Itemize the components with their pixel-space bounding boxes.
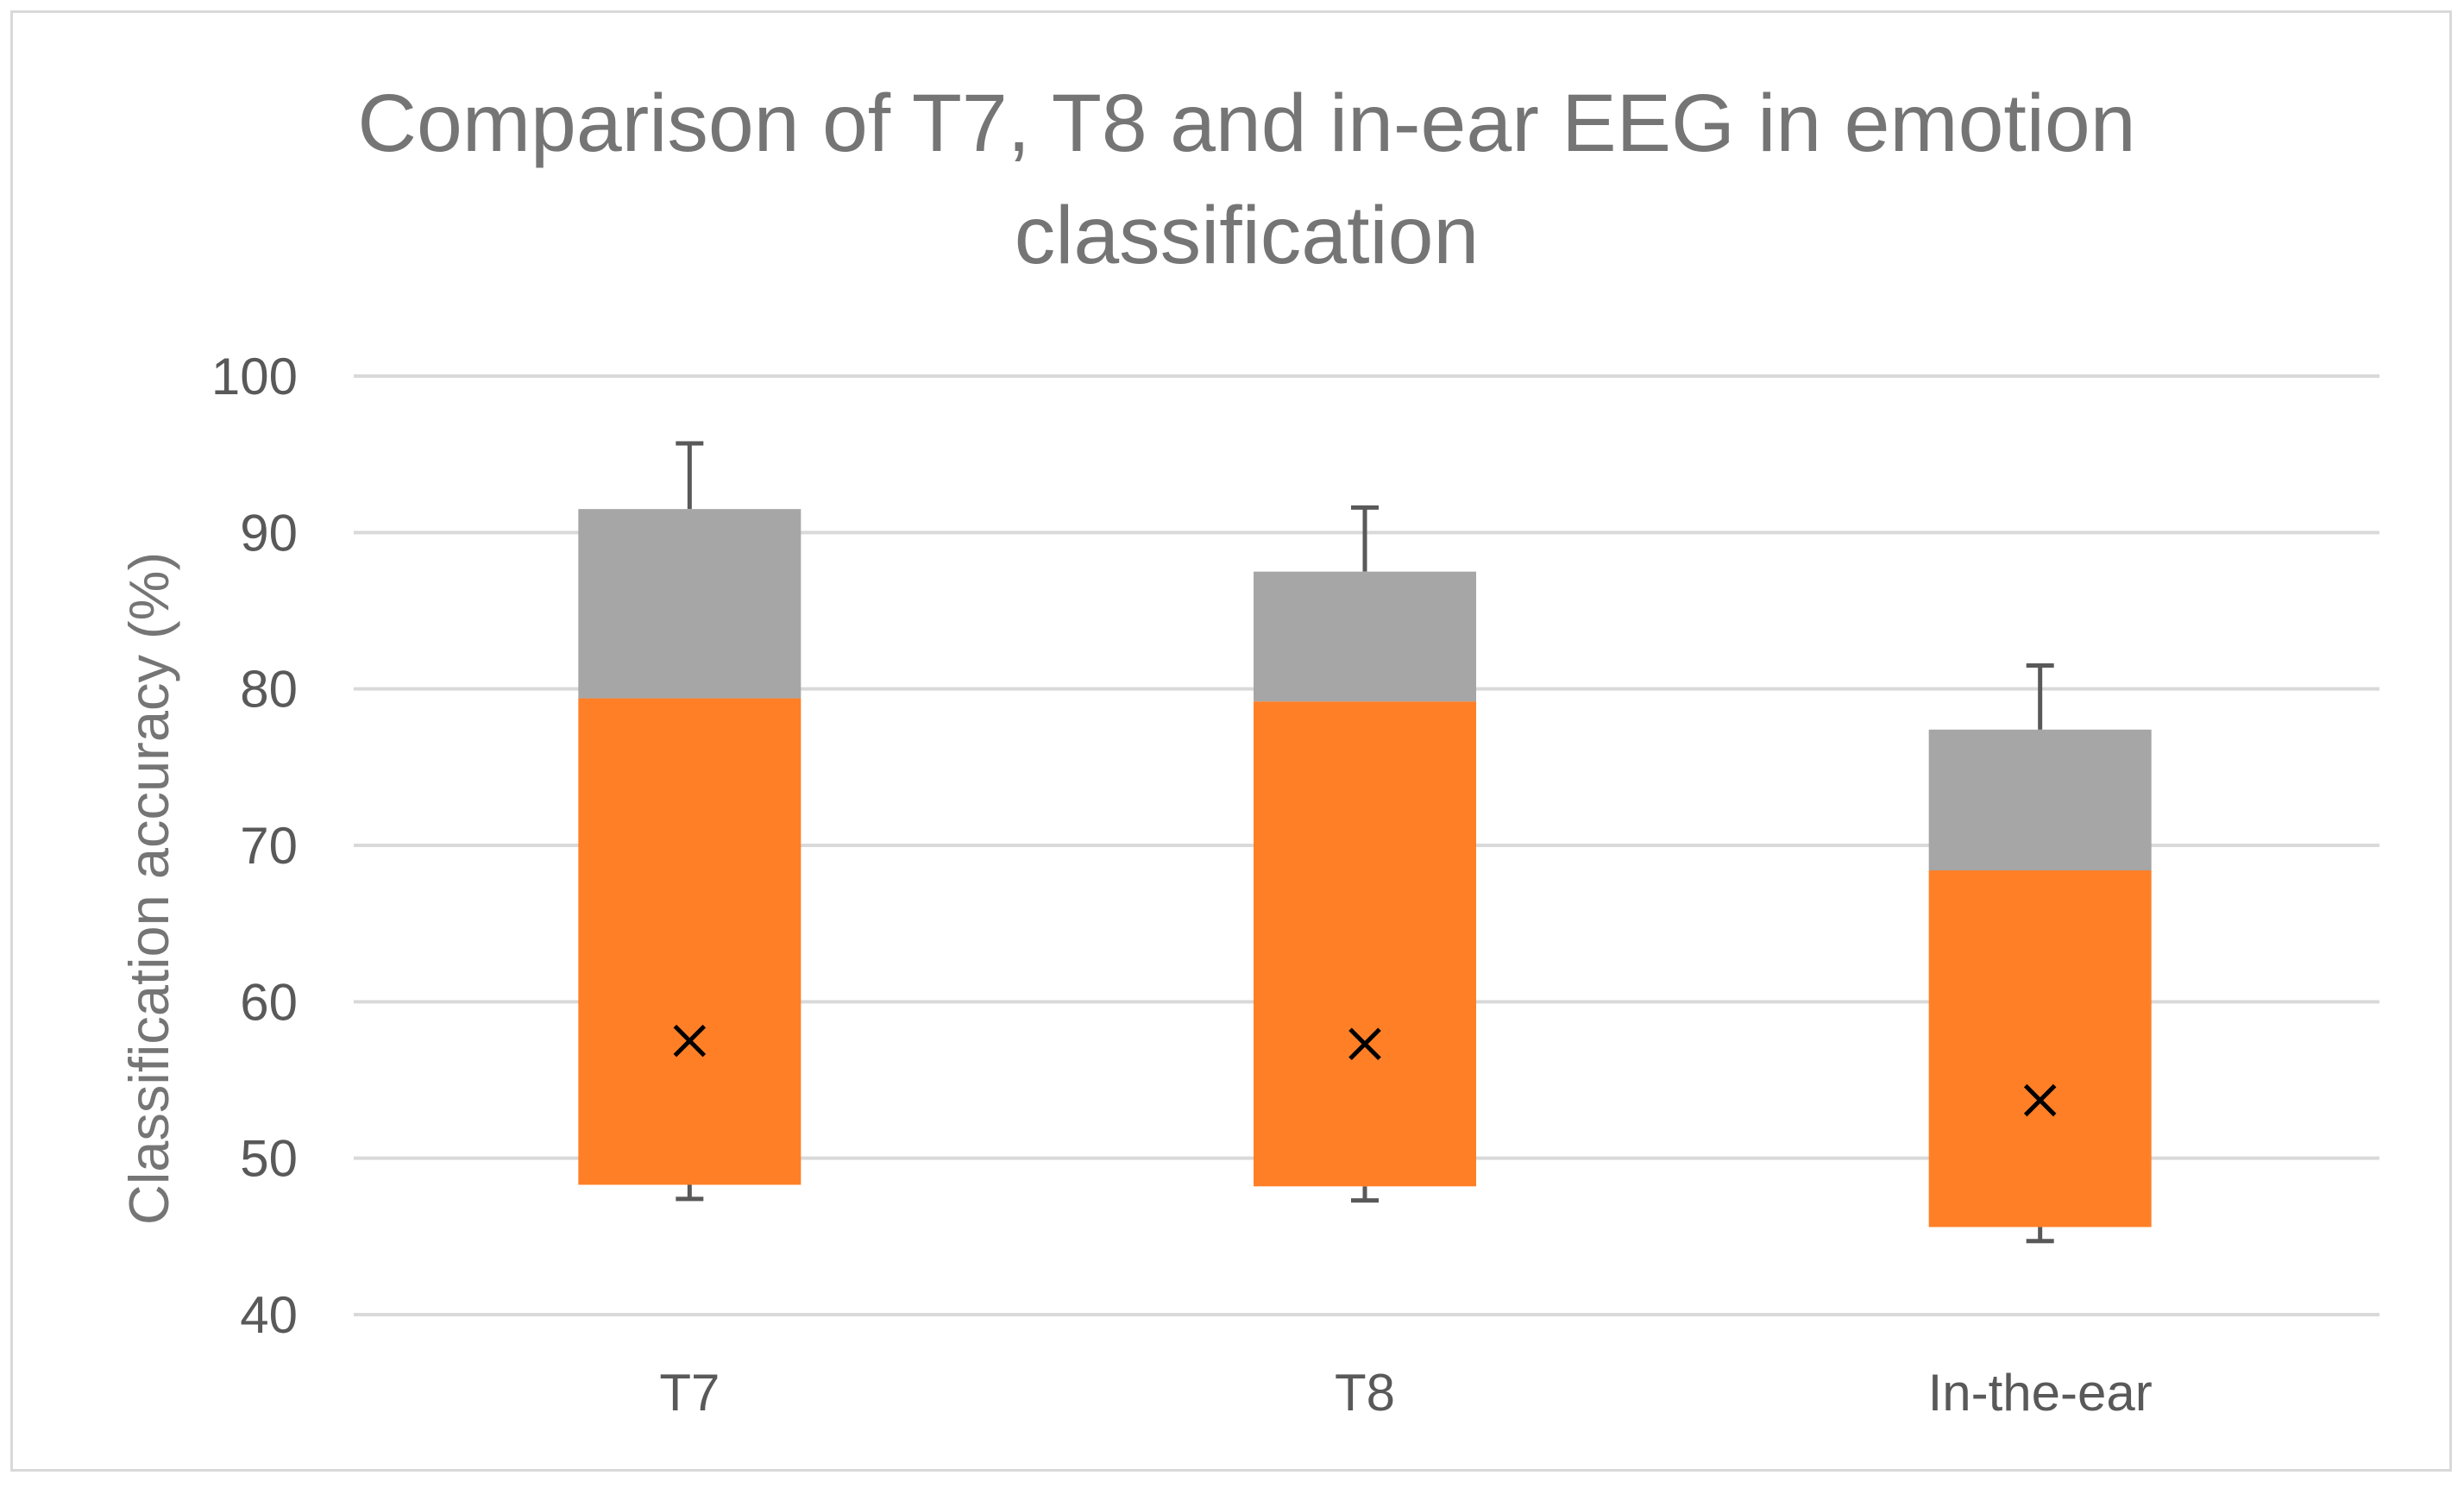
upper-box-t7: [578, 509, 801, 699]
box-in-the-ear: [1928, 662, 2152, 1244]
mean-marker-in-the-ear: [2023, 1083, 2057, 1117]
box-t8: [1254, 505, 1476, 1203]
mean-marker-t7: [673, 1024, 707, 1058]
upper-box-t8: [1254, 571, 1476, 702]
chart-title-line-2: classification: [1015, 190, 1480, 281]
mean-marker-t8: [1348, 1027, 1381, 1061]
y-axis-tick-labels: 40 50 60 70 80 90 100: [211, 348, 298, 1344]
y-tick-label-70: 70: [240, 817, 298, 875]
y-tick-label-50: 50: [240, 1130, 298, 1188]
x-tick-label-in-the-ear: In-the-ear: [1928, 1364, 2153, 1422]
x-tick-label-t8: T8: [1335, 1364, 1395, 1422]
lower-box-t7: [578, 698, 801, 1185]
x-tick-label-t7: T7: [659, 1364, 720, 1422]
upper-box-in-the-ear: [1928, 729, 2152, 871]
lower-box-in-the-ear: [1928, 870, 2152, 1227]
x-axis-tick-labels: T7 T8 In-the-ear: [659, 1364, 2152, 1422]
y-tick-label-100: 100: [211, 348, 298, 405]
y-tick-label-90: 90: [240, 504, 298, 562]
box-series: [578, 441, 2152, 1244]
y-axis-label: Classification accuracy (%): [117, 552, 180, 1225]
y-tick-label-40: 40: [240, 1286, 298, 1344]
y-tick-label-60: 60: [240, 973, 298, 1031]
y-tick-label-80: 80: [240, 661, 298, 719]
lower-box-t8: [1254, 701, 1476, 1187]
box-t7: [578, 441, 801, 1202]
chart-title-line-1: Comparison of T7, T8 and in-ear EEG in e…: [357, 78, 2135, 169]
